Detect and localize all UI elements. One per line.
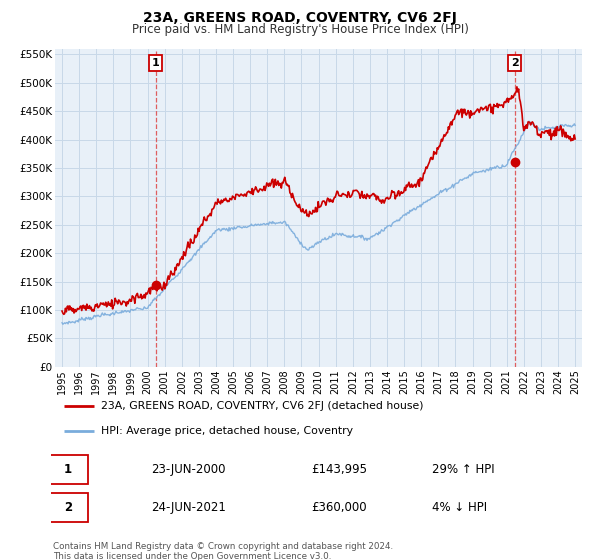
Text: HPI: Average price, detached house, Coventry: HPI: Average price, detached house, Cove… — [101, 426, 353, 436]
Text: 1: 1 — [152, 58, 160, 68]
Text: £143,995: £143,995 — [311, 463, 368, 476]
FancyBboxPatch shape — [49, 493, 88, 522]
Text: £360,000: £360,000 — [311, 501, 367, 514]
Text: Contains HM Land Registry data © Crown copyright and database right 2024.
This d: Contains HM Land Registry data © Crown c… — [53, 542, 393, 560]
Text: 23A, GREENS ROAD, COVENTRY, CV6 2FJ (detached house): 23A, GREENS ROAD, COVENTRY, CV6 2FJ (det… — [101, 402, 424, 412]
Text: 23-JUN-2000: 23-JUN-2000 — [151, 463, 226, 476]
Text: 1: 1 — [64, 463, 72, 476]
Text: 23A, GREENS ROAD, COVENTRY, CV6 2FJ: 23A, GREENS ROAD, COVENTRY, CV6 2FJ — [143, 11, 457, 25]
Text: 2: 2 — [64, 501, 72, 514]
Text: 24-JUN-2021: 24-JUN-2021 — [151, 501, 226, 514]
Text: Price paid vs. HM Land Registry's House Price Index (HPI): Price paid vs. HM Land Registry's House … — [131, 22, 469, 36]
FancyBboxPatch shape — [49, 455, 88, 484]
Text: 4% ↓ HPI: 4% ↓ HPI — [432, 501, 487, 514]
Text: 2: 2 — [511, 58, 518, 68]
Text: 29% ↑ HPI: 29% ↑ HPI — [432, 463, 494, 476]
